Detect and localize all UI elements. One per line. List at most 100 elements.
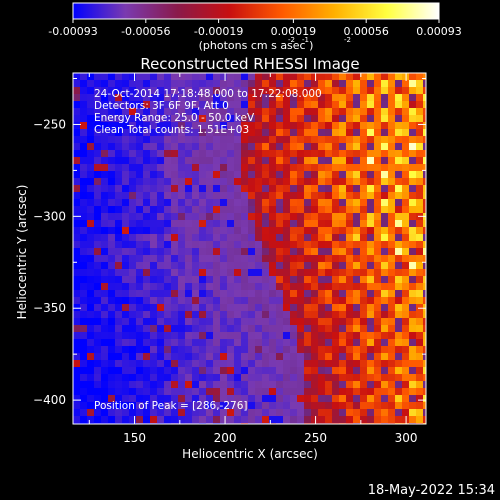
heatmap-cell (276, 94, 284, 102)
heatmap-cell (108, 234, 116, 242)
heatmap-cell (388, 290, 396, 298)
heatmap-cell (339, 73, 347, 81)
heatmap-cell (402, 255, 410, 263)
heatmap-cell (213, 101, 221, 109)
heatmap-cell (416, 255, 424, 263)
heatmap-cell (311, 192, 319, 200)
heatmap-cell (164, 178, 172, 186)
heatmap-cell (283, 178, 291, 186)
heatmap-cell (360, 220, 368, 228)
heatmap-cell (423, 150, 426, 158)
heatmap-cell (122, 339, 130, 347)
heatmap-cell (101, 122, 109, 130)
heatmap-cell (346, 94, 354, 102)
heatmap-cell (325, 241, 333, 249)
heatmap-cell (395, 199, 403, 207)
heatmap-cell (143, 395, 151, 403)
heatmap-cell (325, 381, 333, 389)
heatmap-cell (108, 395, 116, 403)
heatmap-cell (164, 227, 172, 235)
heatmap-cell (395, 164, 403, 172)
heatmap-cell (80, 178, 88, 186)
heatmap-cell (206, 283, 214, 291)
heatmap-cell (108, 227, 116, 235)
heatmap-cell (185, 73, 193, 81)
heatmap-cell (157, 409, 165, 417)
heatmap-cell (73, 367, 81, 375)
heatmap-cell (318, 255, 326, 263)
heatmap-cell (199, 199, 207, 207)
heatmap-cell (297, 143, 305, 151)
heatmap-cell (297, 360, 305, 368)
heatmap-cell (346, 409, 354, 417)
heatmap-cell (318, 192, 326, 200)
heatmap-cell (262, 304, 270, 312)
heatmap-cell (332, 416, 340, 424)
heatmap-cell (101, 227, 109, 235)
heatmap-cell (360, 73, 368, 81)
heatmap-cell (269, 290, 277, 298)
heatmap-cell (416, 283, 424, 291)
heatmap-cell (269, 80, 277, 88)
heatmap-cell (353, 283, 361, 291)
heatmap-cell (304, 87, 312, 95)
heatmap-cell (276, 164, 284, 172)
heatmap-cell (339, 297, 347, 305)
heatmap-cell (318, 185, 326, 193)
heatmap-cell (262, 269, 270, 277)
heatmap-cell (388, 332, 396, 340)
heatmap-cell (374, 122, 382, 130)
heatmap-cell (367, 381, 375, 389)
heatmap-cell (297, 122, 305, 130)
heatmap-cell (416, 332, 424, 340)
heatmap-cell (150, 318, 158, 326)
heatmap-cell (311, 395, 319, 403)
heatmap-cell (388, 416, 396, 424)
heatmap-cell (402, 227, 410, 235)
heatmap-cell (164, 199, 172, 207)
heatmap-cell (318, 409, 326, 417)
heatmap-cell (409, 73, 417, 81)
peak-position: Position of Peak = [286,-276] (94, 400, 248, 412)
heatmap-cell (311, 87, 319, 95)
heatmap-cell (129, 136, 137, 144)
heatmap-cell (339, 220, 347, 228)
heatmap-cell (192, 199, 200, 207)
heatmap-cell (192, 346, 200, 354)
heatmap-cell (374, 234, 382, 242)
heatmap-cell (108, 360, 116, 368)
heatmap-cell (157, 171, 165, 179)
heatmap-cell (94, 108, 102, 116)
y-tick-label: −400 (33, 393, 66, 407)
heatmap-cell (115, 332, 123, 340)
heatmap-cell (381, 213, 389, 221)
heatmap-cell (241, 367, 249, 375)
heatmap-cell (206, 178, 214, 186)
heatmap-cell (409, 178, 417, 186)
heatmap-cell (108, 164, 116, 172)
heatmap-cell (402, 409, 410, 417)
heatmap-cell (318, 164, 326, 172)
heatmap-cell (87, 388, 95, 396)
heatmap-cell (381, 255, 389, 263)
heatmap-cell (192, 311, 200, 319)
heatmap-cell (213, 360, 221, 368)
heatmap-cell (346, 115, 354, 123)
heatmap-cell (87, 108, 95, 116)
heatmap-cell (423, 346, 426, 354)
heatmap-cell (227, 409, 235, 417)
heatmap-cell (283, 255, 291, 263)
heatmap-cell (353, 409, 361, 417)
heatmap-cell (304, 353, 312, 361)
heatmap-cell (339, 283, 347, 291)
heatmap-cell (178, 101, 186, 109)
heatmap-cell (304, 101, 312, 109)
heatmap-cell (115, 374, 123, 382)
heatmap-cell (171, 325, 179, 333)
heatmap-cell (87, 248, 95, 256)
heatmap-cell (206, 108, 214, 116)
heatmap-cell (178, 136, 186, 144)
heatmap-cell (304, 108, 312, 116)
heatmap-cell (227, 122, 235, 130)
heatmap-cell (353, 136, 361, 144)
